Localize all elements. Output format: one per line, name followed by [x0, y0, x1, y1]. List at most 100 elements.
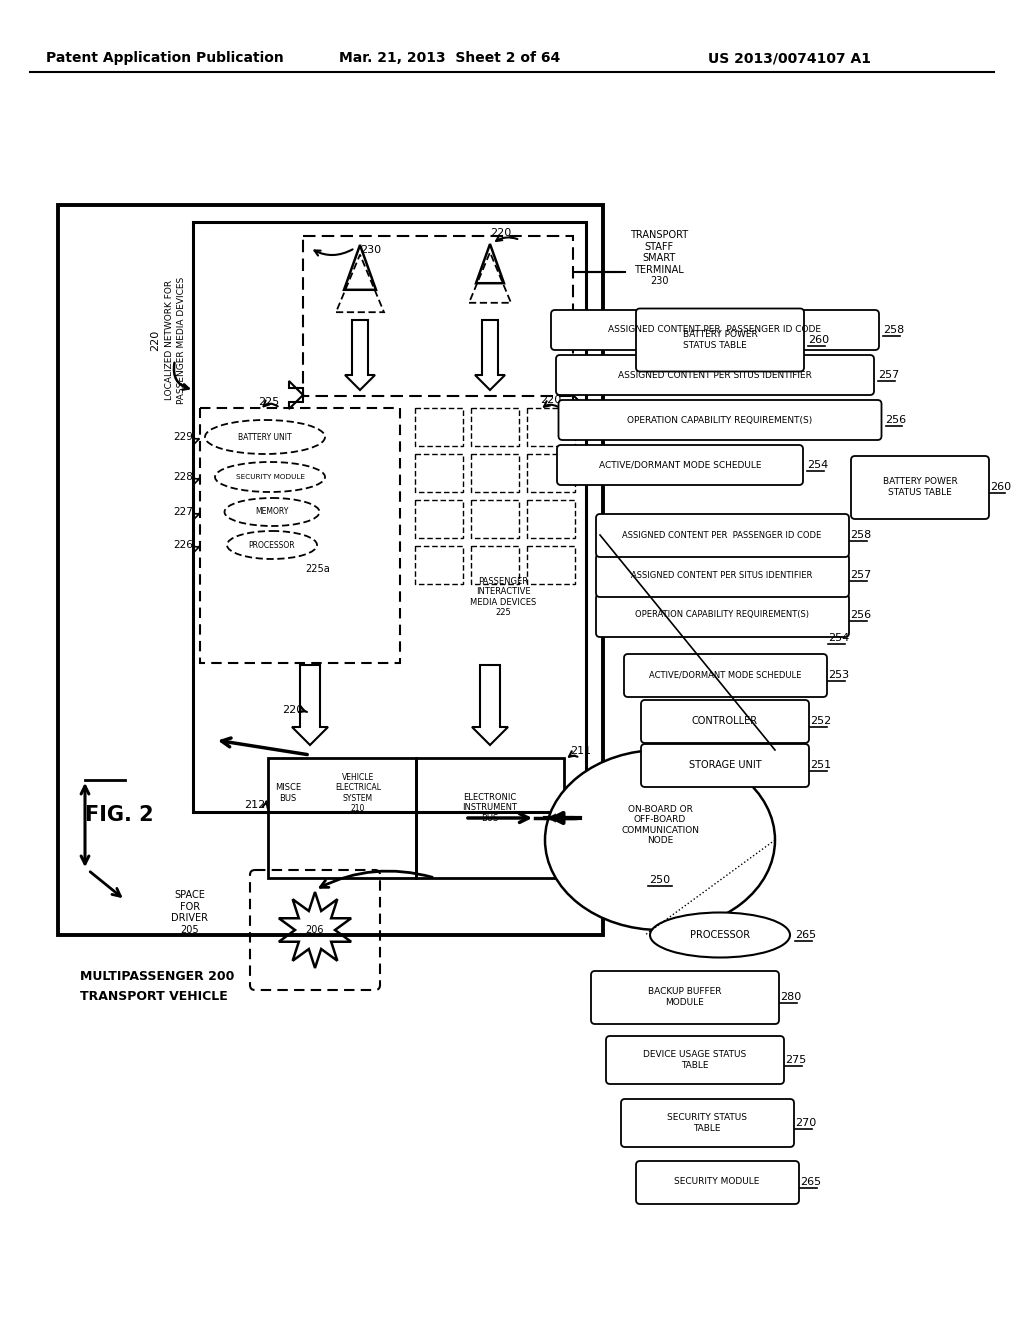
Text: 229: 229: [173, 432, 193, 442]
FancyBboxPatch shape: [606, 1036, 784, 1084]
Text: 228: 228: [173, 473, 193, 482]
Text: 211: 211: [570, 746, 591, 756]
Polygon shape: [475, 319, 505, 389]
FancyBboxPatch shape: [551, 310, 879, 350]
FancyBboxPatch shape: [641, 700, 809, 743]
Text: SECURITY MODULE: SECURITY MODULE: [236, 474, 304, 480]
Text: PROCESSOR: PROCESSOR: [690, 931, 750, 940]
Text: PASSENGER
INTERACTIVE
MEDIA DEVICES
225: PASSENGER INTERACTIVE MEDIA DEVICES 225: [470, 577, 537, 618]
Bar: [471, 408, 519, 446]
Text: 258: 258: [850, 531, 871, 540]
Text: 226: 226: [173, 540, 193, 550]
FancyBboxPatch shape: [624, 653, 827, 697]
Bar: [471, 500, 519, 539]
Bar: [415, 454, 463, 492]
Text: ON-BOARD OR
OFF-BOARD
COMMUNICATION
NODE: ON-BOARD OR OFF-BOARD COMMUNICATION NODE: [621, 805, 699, 845]
Ellipse shape: [224, 498, 319, 525]
Text: OPERATION CAPABILITY REQUIREMENT(S): OPERATION CAPABILITY REQUIREMENT(S): [635, 610, 809, 619]
Text: BATTERY UNIT: BATTERY UNIT: [239, 433, 292, 441]
Text: ACTIVE/DORMANT MODE SCHEDULE: ACTIVE/DORMANT MODE SCHEDULE: [599, 461, 761, 470]
Bar: [58, 205, 603, 935]
Polygon shape: [292, 665, 328, 744]
FancyBboxPatch shape: [621, 1100, 794, 1147]
FancyBboxPatch shape: [591, 972, 779, 1024]
Text: 250: 250: [649, 875, 671, 884]
Polygon shape: [472, 665, 508, 744]
FancyBboxPatch shape: [641, 744, 809, 787]
Bar: [416, 758, 564, 878]
Bar: [527, 500, 575, 539]
FancyBboxPatch shape: [558, 400, 882, 440]
Text: TRANSPORT VEHICLE: TRANSPORT VEHICLE: [80, 990, 227, 1003]
Text: ASSIGNED CONTENT PER SITUS IDENTIFIER: ASSIGNED CONTENT PER SITUS IDENTIFIER: [618, 371, 812, 380]
FancyBboxPatch shape: [636, 309, 804, 371]
Text: 230: 230: [360, 246, 381, 255]
Text: BACKUP BUFFER
MODULE: BACKUP BUFFER MODULE: [648, 987, 722, 1007]
Text: CONTROLLER: CONTROLLER: [692, 715, 758, 726]
Text: Patent Application Publication: Patent Application Publication: [46, 51, 284, 65]
Ellipse shape: [650, 912, 790, 957]
Bar: [527, 408, 575, 446]
Bar: [415, 408, 463, 446]
Text: VEHICLE
ELECTRICAL
SYSTEM
210: VEHICLE ELECTRICAL SYSTEM 210: [335, 774, 381, 813]
FancyBboxPatch shape: [596, 554, 849, 597]
Text: ASSIGNED CONTENT PER  PASSENGER ID CODE: ASSIGNED CONTENT PER PASSENGER ID CODE: [608, 326, 821, 334]
Text: 256: 256: [886, 414, 906, 425]
Text: Mar. 21, 2013  Sheet 2 of 64: Mar. 21, 2013 Sheet 2 of 64: [339, 51, 560, 65]
Text: SECURITY STATUS
TABLE: SECURITY STATUS TABLE: [667, 1113, 746, 1133]
Text: 270: 270: [795, 1118, 816, 1129]
Text: ASSIGNED CONTENT PER SITUS IDENTIFIER: ASSIGNED CONTENT PER SITUS IDENTIFIER: [632, 570, 813, 579]
Text: STORAGE UNIT: STORAGE UNIT: [689, 760, 761, 770]
Text: 206: 206: [306, 925, 325, 935]
Text: 257: 257: [850, 570, 871, 579]
FancyBboxPatch shape: [596, 513, 849, 557]
Text: BATTERY POWER
STATUS TABLE: BATTERY POWER STATUS TABLE: [683, 330, 758, 350]
Bar: [527, 454, 575, 492]
Text: 220: 220: [282, 705, 303, 715]
Text: 252: 252: [810, 715, 831, 726]
Text: 260: 260: [808, 335, 829, 345]
Text: MISCE
BUS: MISCE BUS: [274, 783, 301, 803]
Ellipse shape: [227, 531, 317, 558]
Ellipse shape: [215, 462, 325, 492]
Text: 275: 275: [785, 1055, 806, 1065]
Ellipse shape: [545, 750, 775, 931]
Polygon shape: [573, 381, 587, 409]
Text: 251: 251: [810, 760, 831, 770]
Text: ELECTRONIC
INSTRUMENT
BUS: ELECTRONIC INSTRUMENT BUS: [463, 793, 517, 822]
Text: OPERATION CAPABILITY REQUIREMENT(S): OPERATION CAPABILITY REQUIREMENT(S): [628, 416, 813, 425]
Bar: [471, 546, 519, 583]
FancyBboxPatch shape: [636, 1162, 799, 1204]
Bar: [193, 222, 586, 812]
Bar: [415, 500, 463, 539]
Text: BATTERY POWER
STATUS TABLE: BATTERY POWER STATUS TABLE: [883, 478, 957, 496]
Text: PASSENGER MEDIA DEVICES: PASSENGER MEDIA DEVICES: [177, 276, 186, 404]
Text: 254: 254: [807, 459, 828, 470]
Text: 254: 254: [828, 634, 849, 643]
Text: MULTIPASSENGER 200: MULTIPASSENGER 200: [80, 970, 234, 983]
Text: 257: 257: [878, 370, 899, 380]
Text: ACTIVE/DORMANT MODE SCHEDULE: ACTIVE/DORMANT MODE SCHEDULE: [649, 671, 801, 680]
Text: SECURITY MODULE: SECURITY MODULE: [675, 1177, 760, 1187]
Text: 258: 258: [883, 325, 904, 335]
Text: 220: 220: [490, 228, 511, 238]
Text: TRANSPORT
STAFF
SMART
TERMINAL
230: TRANSPORT STAFF SMART TERMINAL 230: [630, 230, 688, 286]
Text: 225: 225: [258, 397, 280, 407]
FancyBboxPatch shape: [556, 355, 874, 395]
Bar: [303, 236, 573, 396]
Text: 212: 212: [244, 800, 265, 810]
Text: 227: 227: [173, 507, 193, 517]
Ellipse shape: [205, 420, 325, 454]
Text: ASSIGNED CONTENT PER  PASSENGER ID CODE: ASSIGNED CONTENT PER PASSENGER ID CODE: [623, 531, 821, 540]
Text: 265: 265: [800, 1177, 821, 1187]
FancyBboxPatch shape: [851, 455, 989, 519]
Text: 280: 280: [780, 993, 801, 1002]
Text: US 2013/0074107 A1: US 2013/0074107 A1: [709, 51, 871, 65]
Text: LOCALIZED NETWORK FOR: LOCALIZED NETWORK FOR: [166, 280, 174, 400]
Bar: [268, 758, 416, 878]
FancyBboxPatch shape: [557, 445, 803, 484]
Text: SPACE
FOR
DRIVER
205: SPACE FOR DRIVER 205: [171, 890, 209, 935]
Bar: [415, 546, 463, 583]
Polygon shape: [289, 381, 303, 409]
Polygon shape: [345, 319, 375, 389]
